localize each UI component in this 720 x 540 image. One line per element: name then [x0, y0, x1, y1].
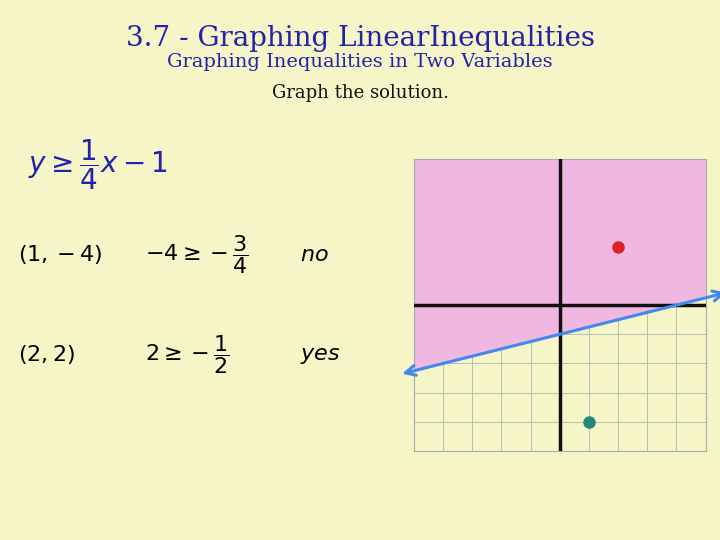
Text: $\left(2,2\right)$: $\left(2,2\right)$ [18, 343, 75, 367]
Text: $y \geq \dfrac{1}{4}x - 1$: $y \geq \dfrac{1}{4}x - 1$ [28, 138, 168, 192]
Text: $\left(1,-4\right)$: $\left(1,-4\right)$ [18, 244, 102, 267]
Text: $-4 \geq -\dfrac{3}{4}$: $-4 \geq -\dfrac{3}{4}$ [145, 233, 248, 276]
Text: Graphing Inequalities in Two Variables: Graphing Inequalities in Two Variables [167, 53, 553, 71]
Text: $\mathit{yes}$: $\mathit{yes}$ [300, 344, 341, 366]
Text: Graph the solution.: Graph the solution. [271, 84, 449, 102]
Text: $2 \geq -\dfrac{1}{2}$: $2 \geq -\dfrac{1}{2}$ [145, 334, 230, 376]
Text: 3.7 - Graphing LinearInequalities: 3.7 - Graphing LinearInequalities [125, 25, 595, 52]
Text: $\mathit{no}$: $\mathit{no}$ [300, 244, 329, 266]
